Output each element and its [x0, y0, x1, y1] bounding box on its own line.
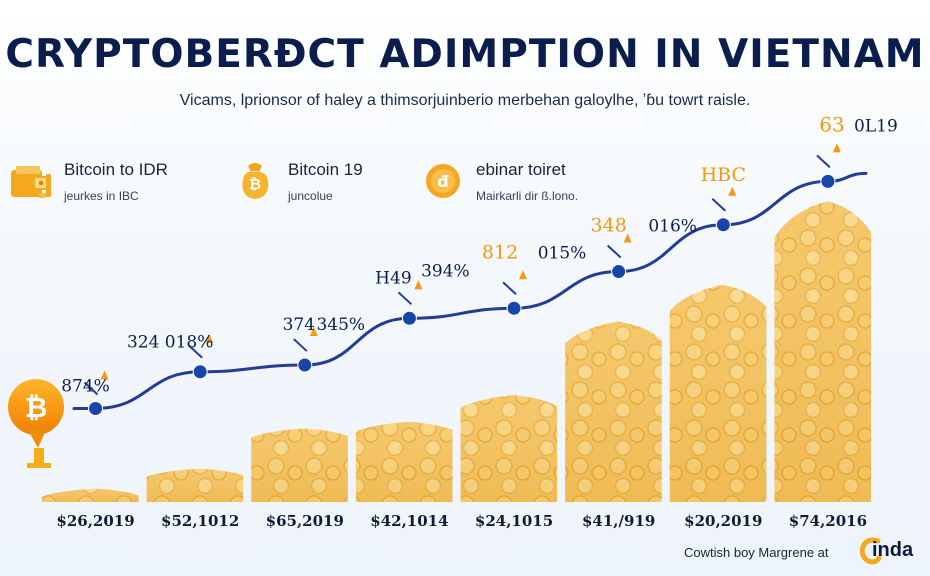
legend-subtitle: Mairkarli dir ß.lono. — [476, 189, 579, 203]
x-axis-tick-label: $24,1015 — [475, 512, 553, 530]
brand-logo: inda — [858, 536, 922, 566]
trend-tick — [188, 345, 203, 359]
page-subtitle: Vicams, lprionsor of haley a thimsorjuin… — [179, 92, 751, 109]
trend-arrow-icon — [728, 186, 737, 196]
trend-arrow-icon — [100, 370, 109, 380]
trend-arrow-icon — [309, 327, 318, 337]
trend-arrow-icon — [414, 280, 423, 290]
wallet-bars-icon — [11, 166, 51, 198]
bitcoin-pin-icon: ₿ — [8, 379, 64, 468]
trend-point — [820, 173, 836, 189]
footer-credit: Cowtish boy Margrene at — [684, 545, 829, 560]
annotation-label: 015% — [538, 243, 587, 263]
trend-arrow-icon — [623, 233, 632, 243]
annotation-label: 016% — [648, 217, 697, 237]
x-axis-tick-label: $52,1012 — [161, 512, 239, 530]
x-axis-tick-label: $65,2019 — [266, 512, 344, 530]
annotation-label: 0L19 — [854, 116, 898, 136]
x-axis-tick-label: $20,2019 — [684, 512, 762, 530]
trend-point — [297, 357, 313, 373]
legend-subtitle: juncolue — [288, 189, 333, 203]
trend-point — [401, 310, 417, 326]
x-axis-tick-label: $74,2016 — [789, 512, 867, 530]
legend-subtitle: jeurkes in IBC — [64, 189, 139, 203]
adoption-bar-shade — [146, 468, 244, 502]
legend-item-bitcoin-to-idr: Bitcoin to IDR jeurkes in IBC — [8, 158, 208, 214]
trend-tick — [293, 338, 308, 352]
adoption-bar-shade — [565, 321, 662, 502]
trend-point — [88, 400, 104, 416]
x-axis-tick-label: $26,2019 — [56, 512, 134, 530]
adoption-bar-shade — [251, 428, 348, 502]
svg-text:₿: ₿ — [25, 391, 48, 424]
trend-point — [506, 300, 522, 316]
x-axis-tick-label: $42,1014 — [370, 512, 448, 530]
adoption-bar-shade — [774, 201, 871, 502]
trend-tick — [711, 198, 726, 212]
brand-name: inda — [872, 539, 914, 561]
adoption-bar-shade — [355, 421, 453, 502]
annotation-label: 63 — [819, 112, 844, 136]
legend-title: Bitcoin 19 — [288, 160, 363, 179]
trend-tick — [816, 154, 831, 169]
legend-title: ebinar toiret — [476, 160, 566, 179]
trend-arrow-icon — [205, 333, 214, 343]
annotation-label: 374 — [283, 315, 315, 335]
annotation-label: 812 — [482, 241, 518, 263]
money-bag-bitcoin-icon: ₿ — [242, 163, 269, 199]
adoption-bar-shade — [42, 488, 139, 502]
trend-tick — [502, 281, 517, 296]
legend-item-bitcoin-19: ₿ Bitcoin 19 juncolue — [232, 158, 402, 214]
svg-text:đ: đ — [437, 172, 449, 191]
trend-tick — [83, 381, 99, 396]
legend-item-ebinar-toiret: đ ebinar toiret Mairkarli dir ß.lono. — [420, 158, 640, 214]
trend-point — [192, 364, 208, 380]
trend-tick — [397, 291, 413, 306]
x-axis-tick-label: $41,/919 — [582, 512, 655, 530]
annotation-label: 345% — [316, 315, 365, 335]
trend-tick — [606, 244, 622, 259]
page-title: CRYPTOBERÐCT ADIMPTION IN VIETNAM — [5, 32, 925, 77]
annotation-label: 394% — [421, 261, 470, 281]
trend-arrow-icon — [832, 143, 841, 153]
trend-arrow-icon — [519, 270, 528, 280]
legend-title: Bitcoin to IDR — [64, 160, 168, 179]
svg-text:₿: ₿ — [249, 175, 261, 193]
trend-point — [715, 217, 731, 233]
annotation-label: H49 — [375, 268, 411, 288]
trend-line — [72, 171, 868, 410]
adoption-bar-shade — [669, 284, 767, 502]
adoption-bar-shade — [460, 395, 558, 502]
brand-swirl-icon — [859, 537, 882, 565]
annotation-label: 874% — [61, 376, 110, 396]
trend-point — [611, 264, 627, 280]
annotation-label: 348 — [591, 215, 627, 237]
annotation-label: HBC — [701, 164, 746, 186]
dong-coin-icon: đ — [426, 164, 460, 198]
annotation-label: 324 018% — [127, 333, 213, 353]
